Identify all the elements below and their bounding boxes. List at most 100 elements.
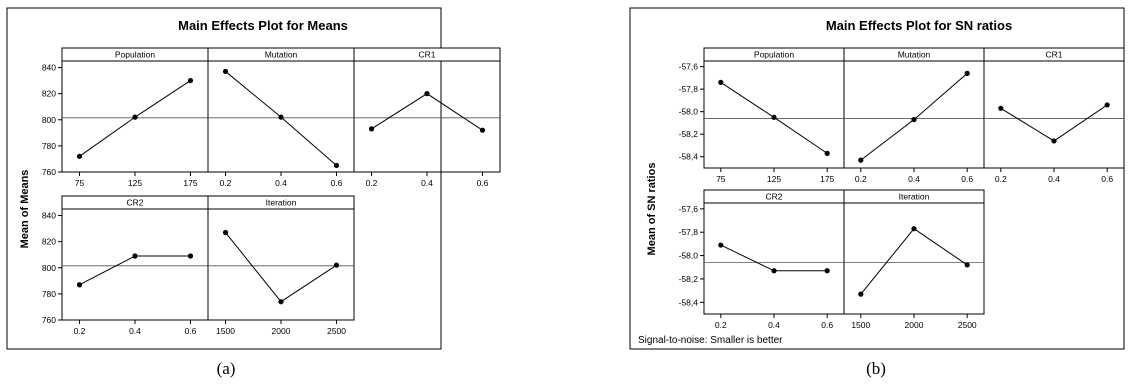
panel-cr1-x-tick-label: 0.4 — [421, 178, 433, 188]
panel-cr2-y-tick-label: 800 — [42, 263, 56, 273]
panel-cr1-x-tick-label: 0.2 — [995, 174, 1007, 184]
panel-mutation-point — [278, 114, 284, 120]
panel-population-point — [718, 79, 724, 85]
panel-mutation-point — [222, 68, 229, 75]
panel-population-y-tick-label: -57,8 — [679, 84, 699, 94]
panel-population-y-tick-label: 800 — [42, 115, 56, 125]
panel-population-y-tick-label: 760 — [42, 167, 56, 177]
panel-cr2-point — [771, 268, 777, 274]
panel-cr1-point — [998, 105, 1004, 111]
figure-a-panels: Population 75 125 175 760 780 800 820 840 Mutatio… — [42, 47, 501, 336]
panel-cr2-point — [824, 268, 830, 274]
panel-mutation-x-tick-label: 0.6 — [961, 174, 973, 184]
figure-b-frame — [629, 7, 1125, 350]
panel-mutation-point — [964, 70, 970, 76]
panel-cr1-point — [424, 91, 430, 97]
panel-cr2-x-tick-label: 0.6 — [821, 320, 833, 330]
panel-population-x-tick-label: 125 — [128, 178, 142, 188]
panel-population-point — [824, 150, 830, 156]
panel-cr2-y-tick-label: -57,8 — [679, 227, 699, 237]
panel-population-y-tick-label: 820 — [42, 89, 56, 99]
panel-iteration-x-tick-label: 1500 — [851, 320, 870, 330]
panel-mutation: Mutation 0.2 0.4 0.6 — [843, 47, 985, 184]
figure-b-note: Signal-to-noise: Smaller is better — [638, 335, 783, 346]
panel-population: Population 75 125 175 -57,6 -57,8 -58,0 -58,2 -5… — [679, 47, 845, 184]
panel-iteration-point — [222, 229, 229, 236]
panel-population-y-tick-label: 780 — [42, 141, 56, 151]
panel-mutation-x-tick-label: 0.4 — [908, 174, 920, 184]
panel-cr2-point — [718, 242, 724, 248]
panel-iteration-point — [278, 299, 284, 305]
panel-cr1-x-tick-label: 0.4 — [1048, 174, 1060, 184]
panel-iteration-x-tick-label: 2500 — [327, 326, 346, 336]
panel-population-x-tick-label: 125 — [767, 174, 781, 184]
panel-cr2-strip-label: CR2 — [765, 192, 782, 202]
panel-iteration-strip-label: Iteration — [899, 192, 930, 202]
panel-cr2-point — [76, 282, 83, 288]
panel-iteration: Iteration 1500 2000 2500 — [207, 195, 355, 336]
panel-population-y-tick-label: -58,0 — [679, 107, 699, 117]
panel-cr1-x-tick-label: 0.2 — [366, 178, 378, 188]
panel-cr2-y-tick-label: 820 — [42, 237, 56, 247]
panel-population-y-tick-label: 840 — [42, 63, 56, 73]
panel-population-y-tick-label: -58,2 — [679, 129, 699, 139]
figure-b-title: Main Effects Plot for SN ratios — [826, 18, 1012, 33]
panel-population-x-tick-label: 175 — [820, 174, 834, 184]
panel-iteration-point — [964, 262, 970, 268]
figure-a-caption: (a) — [217, 359, 236, 378]
panel-iteration: Iteration 1500 2000 2500 — [843, 189, 985, 330]
panel-mutation-x-tick-label: 0.2 — [220, 178, 232, 188]
panel-cr1: CR1 0.2 0.4 0.6 — [353, 47, 501, 188]
panel-iteration-x-tick-label: 1500 — [216, 326, 235, 336]
panel-population-point — [187, 77, 194, 84]
panel-cr2-y-tick-label: 760 — [42, 315, 56, 325]
panel-iteration-point — [911, 226, 917, 232]
panel-cr1-point — [479, 127, 486, 133]
figure-a-frame — [6, 7, 442, 350]
panel-cr1-x-tick-label: 0.6 — [477, 178, 489, 188]
panel-iteration-x-tick-label: 2500 — [958, 320, 977, 330]
panel-cr1-strip-label: CR1 — [418, 50, 435, 60]
panel-mutation-point — [333, 162, 340, 169]
panel-population-strip-label: Population — [754, 50, 794, 60]
panel-population-point — [132, 114, 138, 120]
figure-b: Main Effects Plot for SN ratios Mean of … — [629, 7, 1125, 378]
panel-cr2-x-tick-label: 0.4 — [129, 326, 141, 336]
panel-mutation-point — [911, 116, 917, 123]
figure-b-y-axis-label: Mean of SN ratios — [646, 163, 658, 256]
panel-cr2-point — [132, 253, 138, 259]
panel-cr2-x-tick-label: 0.2 — [715, 320, 727, 330]
panel-cr2-x-tick-label: 0.6 — [185, 326, 197, 336]
panel-mutation-point — [858, 157, 864, 163]
panel-cr2: CR2 0.2 0.4 0.6 -57,6 -57,8 -58,0 -58,2 -58,4 — [679, 189, 845, 330]
panel-mutation-x-tick-label: 0.2 — [855, 174, 867, 184]
panel-cr2-y-tick-label: 780 — [42, 289, 56, 299]
panel-cr2-y-tick-label: -57,6 — [679, 204, 699, 214]
panel-cr1-strip-label: CR1 — [1045, 50, 1062, 60]
panel-population-point — [771, 114, 777, 120]
panel-population-point — [76, 153, 83, 159]
figure-b-caption: (b) — [866, 359, 886, 378]
panel-cr1-point — [1104, 102, 1110, 108]
panel-population-strip-label: Population — [115, 50, 155, 60]
figure-a: Main Effects Plot for Means Mean of Mean… — [6, 7, 501, 378]
panel-iteration-x-tick-label: 2000 — [272, 326, 291, 336]
panel-cr2-y-tick-label: -58,2 — [679, 274, 699, 284]
panel-population-y-tick-label: -57,6 — [679, 62, 699, 72]
panel-cr2-point — [187, 253, 194, 259]
panel-iteration-strip-label: Iteration — [266, 198, 297, 208]
panel-cr1-point — [368, 126, 375, 132]
panel-population-y-tick-label: -58,4 — [679, 152, 699, 162]
panel-cr2-x-tick-label: 0.4 — [768, 320, 780, 330]
panel-mutation-strip-label: Mutation — [898, 50, 931, 60]
panel-population-x-tick-label: 175 — [183, 178, 197, 188]
panel-population: Population 75 125 175 760 780 800 820 840 — [42, 47, 209, 188]
panel-cr2-x-tick-label: 0.2 — [74, 326, 86, 336]
panel-population-x-tick-label: 75 — [75, 178, 85, 188]
panel-iteration-point — [333, 262, 340, 268]
panel-cr2-strip-label: CR2 — [126, 198, 143, 208]
panel-iteration-point — [858, 291, 864, 297]
figure-a-y-axis-label: Mean of Means — [19, 170, 31, 249]
panel-cr1-x-tick-label: 0.6 — [1101, 174, 1113, 184]
